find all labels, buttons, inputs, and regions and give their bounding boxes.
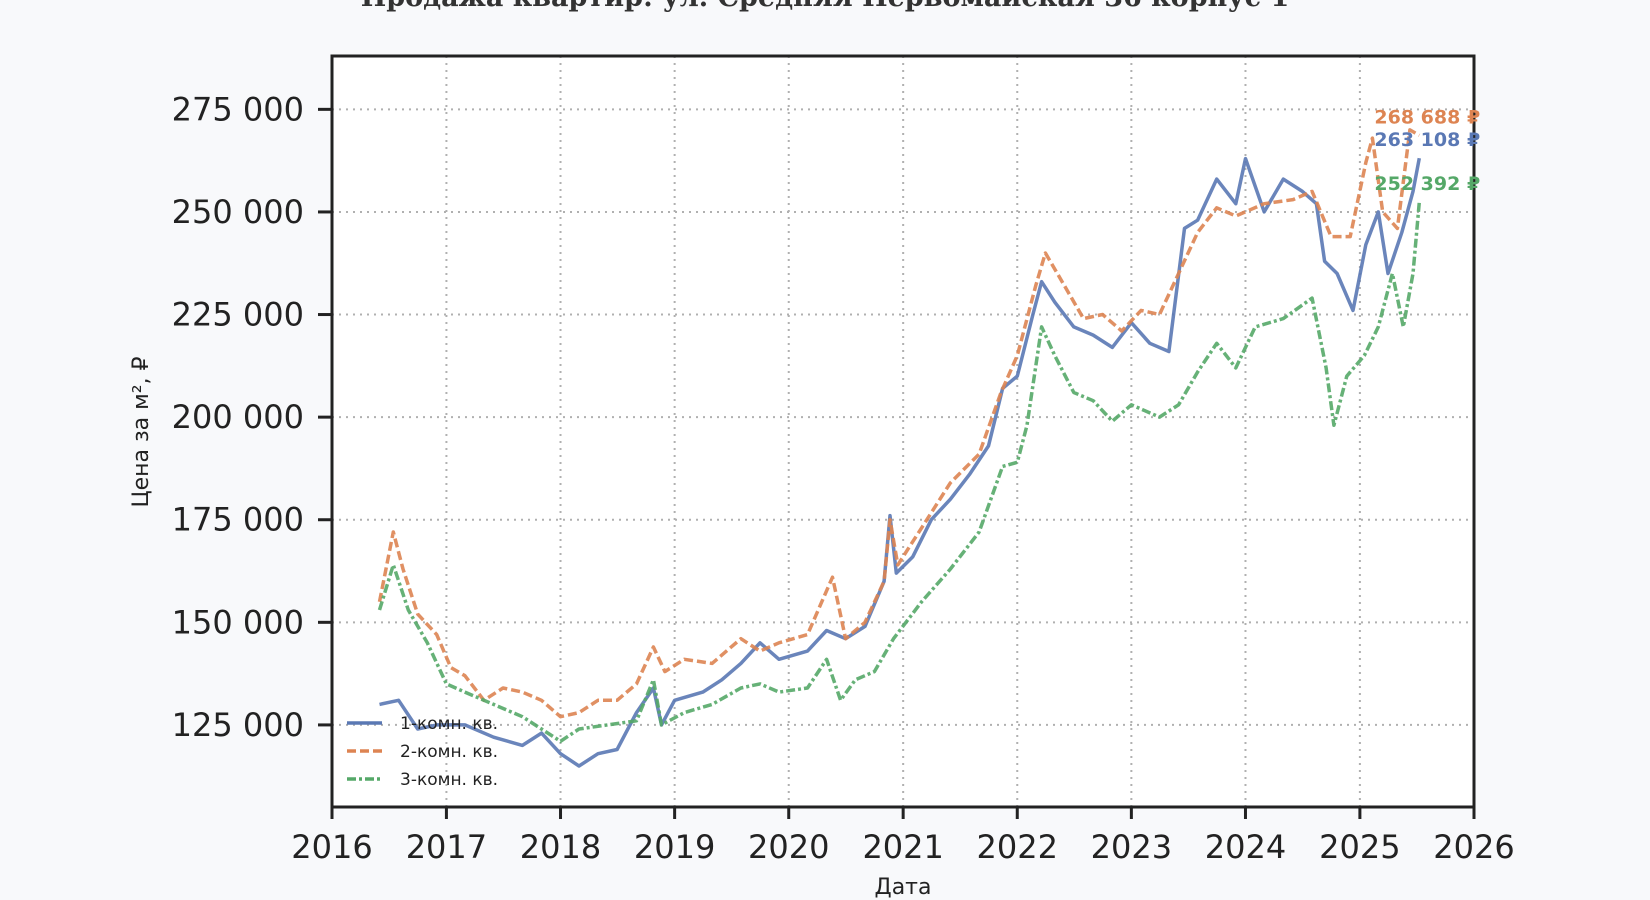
y-tick-label: 150 000 xyxy=(172,603,304,641)
x-tick-label: 2023 xyxy=(1091,828,1172,866)
x-tick-label: 2019 xyxy=(634,828,715,866)
legend-label-1: 1-комн. кв. xyxy=(400,714,498,734)
chart-title: Продажа квартир: ул. Средняя Первомайска… xyxy=(0,0,1650,13)
series-lines xyxy=(377,128,1422,768)
legend-label-3: 3-комн. кв. xyxy=(400,770,498,790)
x-tick-label: 2025 xyxy=(1319,828,1400,866)
y-tick-label: 275 000 xyxy=(172,90,304,128)
end-value-label-2: 268 688 ₽ xyxy=(1374,106,1480,128)
y-tick-label: 125 000 xyxy=(172,706,304,744)
end-value-label-1: 263 108 ₽ xyxy=(1374,129,1480,151)
y-tick-label: 175 000 xyxy=(172,501,304,539)
x-tick-label: 2024 xyxy=(1205,828,1286,866)
legend: 1-комн. кв. 2-комн. кв. 3-комн. кв. xyxy=(347,714,498,790)
y-axis-label: Цена за м², ₽ xyxy=(129,356,154,507)
end-value-label-3: 252 392 ₽ xyxy=(1374,173,1480,195)
series-line-1 xyxy=(379,156,1422,768)
x-tick-label: 2022 xyxy=(977,828,1058,866)
x-axis-label: Дата xyxy=(875,875,932,900)
x-tick-label: 2026 xyxy=(1433,828,1514,866)
x-tick-label: 2017 xyxy=(406,828,487,866)
legend-label-2: 2-комн. кв. xyxy=(400,742,498,762)
x-tick-label: 2018 xyxy=(520,828,601,866)
series-line-2 xyxy=(377,128,1421,719)
axis-ticks: 2016 2017 2018 2019 2020 2021 2022 2023 2024 2025… xyxy=(172,90,1515,866)
x-tick-label: 2016 xyxy=(291,828,372,866)
end-labels: 263 108 ₽268 688 ₽ 252 392 ₽ xyxy=(1374,106,1480,195)
x-tick-label: 2020 xyxy=(748,828,829,866)
y-tick-label: 200 000 xyxy=(172,398,304,436)
grid xyxy=(331,56,1475,807)
x-tick-label: 2021 xyxy=(862,828,943,866)
y-tick-label: 250 000 xyxy=(172,193,304,231)
y-tick-label: 225 000 xyxy=(172,296,304,334)
series-line-3 xyxy=(377,201,1422,744)
